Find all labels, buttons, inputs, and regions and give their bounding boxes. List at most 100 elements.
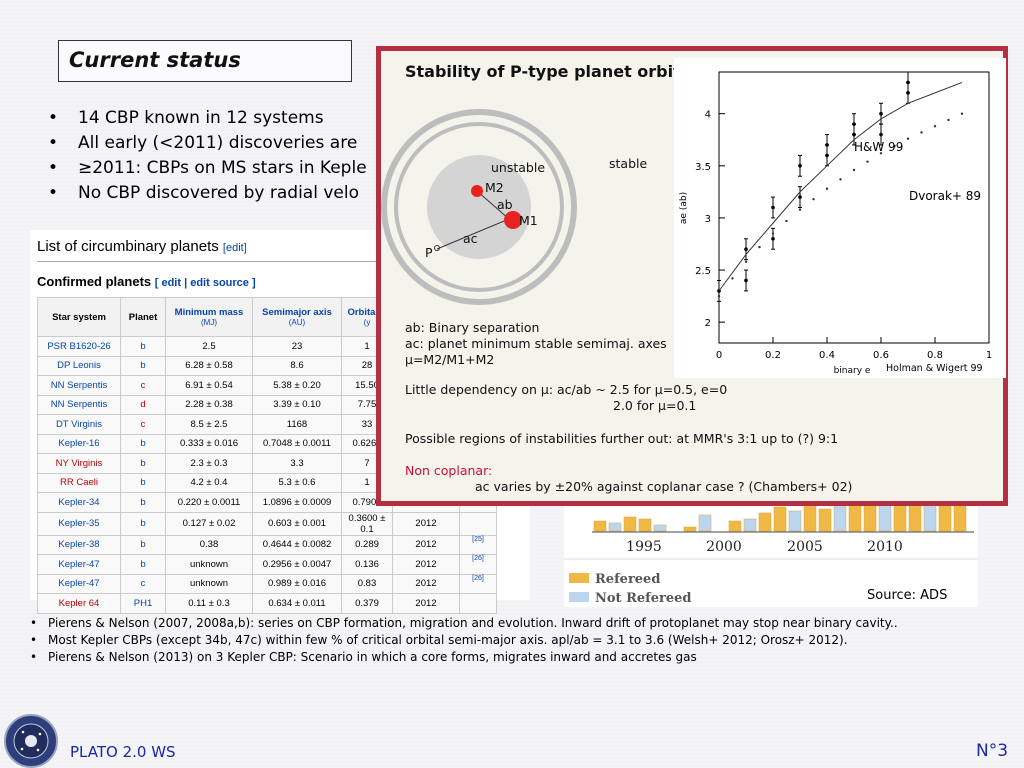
dvorak-point: [717, 294, 721, 298]
table-cell[interactable]: RR Caeli: [37, 472, 121, 493]
table-cell[interactable]: b: [120, 472, 166, 493]
ads-histogram: 1995 2000 2005 2010 Refereed Not Refereed: [564, 495, 978, 607]
dvorak-point: [920, 131, 923, 134]
label-p: P: [425, 245, 433, 260]
histogram-bar: [623, 516, 637, 532]
table-cell[interactable]: b: [120, 453, 166, 474]
column-header[interactable]: Minimum mass (MJ): [165, 297, 253, 337]
def-ab: ab: Binary separation: [405, 320, 540, 335]
bullet-item: 14 CBP known in 12 systems: [45, 106, 367, 131]
label-unstable: unstable: [491, 160, 546, 175]
observatory-seal-logo: [4, 714, 58, 768]
table-cell: 0.220 ± 0.0011: [165, 492, 253, 513]
data-point: [771, 236, 775, 241]
table-cell: 23: [252, 336, 342, 357]
table-cell[interactable]: DT Virginis: [37, 414, 121, 435]
table-cell: 2012: [392, 554, 460, 575]
table-cell[interactable]: b: [120, 534, 166, 555]
y-tick-label: 4: [705, 110, 711, 121]
table-cell: unknown: [165, 554, 253, 575]
table-cell[interactable]: b: [120, 433, 166, 454]
plot-frame: [718, 71, 990, 344]
table-cell[interactable]: [25]: [459, 534, 497, 555]
instability-note: Possible regions of instabilities furthe…: [405, 431, 839, 446]
table-cell[interactable]: Kepler-38: [37, 534, 121, 555]
unstable-zone: [427, 155, 531, 259]
ac-line: [436, 218, 510, 250]
histogram-bar: [788, 510, 802, 532]
table-cell: 0.2956 ± 0.0047: [252, 554, 342, 575]
table-cell: 2012: [392, 593, 460, 614]
table-cell: [459, 511, 497, 536]
label-m2: M2: [485, 180, 504, 195]
table-row: Kepler-47 c unknown 0.989 ± 0.016 0.83 2012 [2…: [37, 573, 497, 594]
histogram-bar: [683, 526, 697, 532]
dvorak-point: [879, 152, 883, 155]
table-cell: 0.136: [341, 554, 393, 575]
dvorak-point: [933, 125, 937, 128]
table-cell[interactable]: Kepler-34: [37, 492, 121, 513]
table-cell: 6.91 ± 0.54: [165, 375, 253, 396]
table-cell[interactable]: PH1: [120, 593, 166, 614]
table-cell: 0.38: [165, 534, 253, 555]
table-cell: 0.7048 ± 0.0011: [252, 433, 342, 454]
planet-p: [434, 245, 440, 251]
table-cell[interactable]: [26]: [459, 573, 497, 594]
table-cell[interactable]: Kepler-35: [37, 511, 121, 536]
table-cell: 2.5: [165, 336, 253, 357]
dvorak-point: [866, 160, 869, 163]
table-cell: 0.289: [341, 534, 393, 555]
table-cell[interactable]: Kepler-47: [37, 573, 121, 594]
footnote-item: Most Kepler CBPs (except 34b, 47c) withi…: [28, 632, 898, 649]
table-cell[interactable]: c: [120, 375, 166, 396]
table-cell[interactable]: c: [120, 414, 166, 435]
table-cell[interactable]: b: [120, 492, 166, 513]
year-tick-label: 2000: [706, 539, 742, 555]
legend-swatch-refereed: [569, 573, 589, 583]
table-cell[interactable]: NN Serpentis: [37, 394, 121, 415]
def-ac: ac: planet minimum stable semimaj. axes: [405, 336, 667, 351]
table-cell[interactable]: DP Leonis: [37, 355, 121, 376]
table-cell[interactable]: NN Serpentis: [37, 375, 121, 396]
table-cell[interactable]: c: [120, 573, 166, 594]
wiki-edit-link[interactable]: [edit]: [222, 242, 247, 254]
legend-swatch-not-refereed: [569, 592, 589, 602]
table-cell[interactable]: NY Virginis: [37, 453, 121, 474]
table-cell[interactable]: PSR B1620-26: [37, 336, 121, 357]
table-cell: 2012: [392, 573, 460, 594]
dvorak-point: [785, 219, 788, 223]
table-cell[interactable]: b: [120, 554, 166, 575]
table-cell: 0.4644 ± 0.0082: [252, 534, 342, 555]
table-cell[interactable]: b: [120, 511, 166, 536]
table-cell[interactable]: Kepler 64: [37, 593, 121, 614]
table-cell[interactable]: b: [120, 336, 166, 357]
table-cell[interactable]: Kepler-47: [37, 554, 121, 575]
table-cell: [459, 593, 497, 614]
table-cell: 5.3 ± 0.6: [252, 472, 342, 493]
dvorak-point: [960, 112, 964, 115]
table-cell[interactable]: Kepler-16: [37, 433, 121, 454]
mu-dependency-2: 2.0 for μ=0.1: [613, 398, 697, 413]
table-cell: 0.603 ± 0.001: [252, 511, 342, 536]
histogram-bar: [818, 508, 832, 532]
data-point: [744, 247, 748, 251]
data-point: [798, 164, 802, 168]
column-header[interactable]: Semimajor axis (AU): [252, 297, 342, 337]
table-cell: 0.11 ± 0.3: [165, 593, 253, 614]
dvorak-point: [812, 197, 815, 201]
x-tick-label: 0.4: [819, 350, 835, 361]
x-tick-label: 0: [716, 350, 722, 361]
data-point: [825, 143, 829, 147]
ads-source-label: Source: ADS: [867, 588, 948, 603]
dvorak-point: [758, 245, 761, 249]
table-cell: 1168: [252, 414, 342, 435]
table-cell[interactable]: d: [120, 394, 166, 415]
table-cell[interactable]: [26]: [459, 554, 497, 575]
table-cell[interactable]: b: [120, 355, 166, 376]
histogram-bar: [743, 518, 757, 532]
slide-number: N°3: [976, 741, 1009, 761]
wiki-edit-source-link[interactable]: [ edit | edit source ]: [154, 277, 256, 289]
bullet-item: ≥2011: CBPs on MS stars in Keple: [45, 156, 367, 181]
middle-orbit-ring: [394, 122, 564, 292]
histogram-bar: [638, 518, 652, 532]
